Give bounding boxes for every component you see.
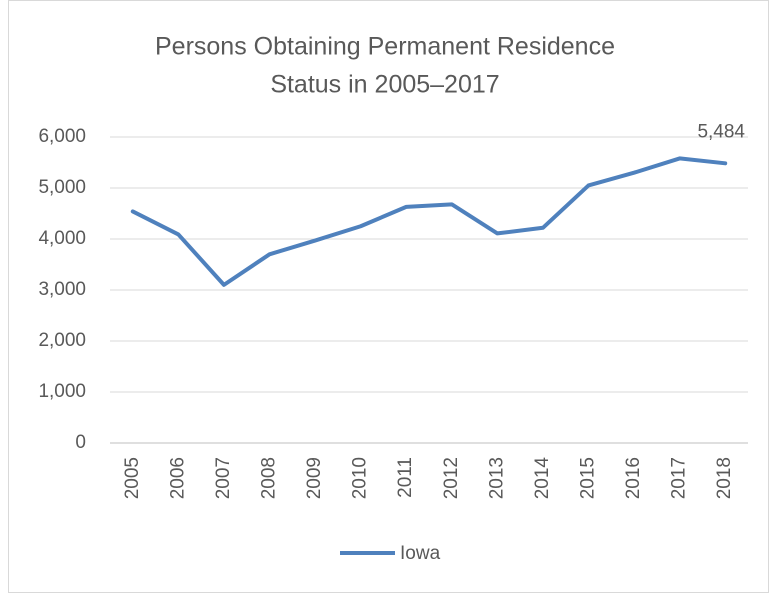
y-tick-label: 0: [75, 432, 86, 453]
series-line: [130, 156, 728, 287]
chart-title: Status in 2005–2017: [270, 71, 499, 99]
x-tick-label: 2008: [259, 457, 280, 499]
x-tick-label: 2005: [122, 457, 143, 499]
x-tick-label: 2017: [669, 457, 690, 499]
data-label: 5,484: [697, 121, 745, 142]
y-tick-label: 3,000: [38, 279, 86, 300]
x-tick-label: 2010: [350, 457, 371, 499]
y-tick-label: 1,000: [38, 381, 86, 402]
chart-border: [8, 0, 769, 593]
x-tick-label: 2007: [213, 457, 234, 499]
x-tick-label: 2013: [486, 457, 507, 499]
x-tick-label: 2006: [167, 457, 188, 499]
legend-label: Iowa: [400, 543, 441, 564]
chart-title: Persons Obtaining Permanent Residence: [155, 33, 615, 61]
x-tick-label: 2015: [578, 457, 599, 499]
x-tick-label: 2014: [532, 457, 553, 500]
x-tick-label: 2009: [304, 457, 325, 499]
y-tick-label: 6,000: [38, 126, 86, 147]
y-tick-label: 2,000: [38, 330, 86, 351]
y-tick-label: 4,000: [38, 228, 86, 249]
x-tick-label: 2011: [395, 457, 416, 498]
y-tick-label: 5,000: [38, 177, 86, 198]
x-tick-label: 2012: [441, 457, 462, 499]
x-tick-label: 2016: [623, 457, 644, 499]
x-tick-label: 2018: [714, 457, 735, 499]
